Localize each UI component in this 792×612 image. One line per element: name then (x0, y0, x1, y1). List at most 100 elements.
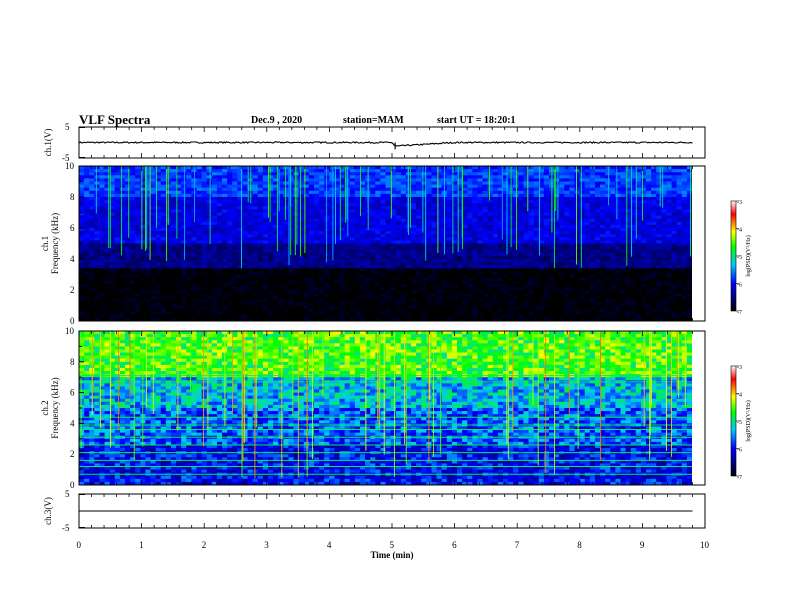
ch1-spectrogram-cell (283, 280, 289, 285)
ch1-spectrogram-cell (472, 221, 478, 226)
ch1-spectrogram-cell (564, 178, 570, 182)
ch1-spectrogram-cell (482, 187, 489, 192)
ch1-spectrogram-cell (130, 175, 136, 179)
ch1-spectrogram-cell (620, 221, 626, 226)
ch1-spectrogram-cell (579, 255, 586, 260)
ch1-spectrogram-cell (268, 200, 274, 204)
ch1-spectrogram-cell (211, 283, 218, 288)
ch1-spectrogram-cell (426, 259, 432, 263)
ch1-spectrogram-cell (487, 240, 494, 244)
ch1-spectrogram-cell (84, 271, 90, 275)
ch1-spectrogram-cell (319, 268, 325, 272)
ch1-spectrogram-cell (145, 280, 151, 285)
ch1-spectrogram-cell (502, 228, 509, 232)
ch1-spectrogram-cell (232, 262, 238, 266)
ch1-spectrogram-cell (370, 274, 376, 278)
ch1-spectrogram-cell (257, 193, 264, 198)
ch1-spectrogram-cell (375, 221, 381, 226)
ch1-spectrogram-cell (237, 190, 243, 195)
ch1-spectrogram-cell (293, 203, 300, 207)
ch1-spectrogram-cell (354, 215, 361, 220)
ch1-spectrogram-cell (671, 172, 678, 176)
ch1-spectrogram-cell (104, 252, 111, 257)
ch1-spectrogram-cell (686, 209, 693, 213)
ch1-spectrogram-cell (237, 240, 243, 244)
ch1-spectrogram-cell (502, 283, 509, 288)
ch1-spectrogram-cell (666, 184, 672, 189)
ch1-spectrogram-cell (538, 178, 545, 182)
ch1-spectrogram-cell (94, 218, 100, 223)
ch1-spectrogram-cell (150, 255, 157, 260)
ch1-spectrogram-cell (135, 240, 141, 244)
ch1-spectrogram-cell (257, 203, 264, 207)
ch1-spectrogram-cell (421, 274, 427, 278)
ch1-spectrogram-cell (446, 286, 453, 291)
ch1-spectrogram-cell (252, 172, 259, 176)
ch1-spectrogram-cell (574, 224, 581, 229)
ch1-spectrogram-cell (186, 259, 192, 263)
ch1-spectrogram-cell (421, 193, 427, 198)
ch1-spectrogram-cell (554, 234, 560, 238)
ch1-spectrogram-cell (94, 178, 100, 182)
ch1-spectrogram-cell (329, 243, 335, 247)
ch1-spectrogram-cell (411, 166, 417, 170)
ch1-spectrogram-cell (257, 283, 264, 288)
ch1-spectrogram-cell (191, 249, 197, 254)
ch1-spectrogram-cell (405, 280, 412, 285)
ch1-spectrogram-cell (242, 255, 248, 260)
ch1-spectrogram-cell (268, 283, 274, 288)
ch1-spectrogram-cell (278, 228, 284, 232)
ch1-spectrogram-cell (308, 203, 315, 207)
ch1-spectrogram-cell (273, 255, 279, 260)
ch1-spectrogram-cell (206, 209, 213, 213)
ch1-spectrogram-cell (303, 283, 310, 288)
ch1-spectrogram-cell (114, 280, 121, 285)
ch1-spectrogram-cell (446, 277, 453, 282)
ch1-spectrogram-cell (227, 240, 233, 244)
ch1-spectrogram-cell (533, 262, 540, 266)
ch1-spectrogram-cell (482, 255, 489, 260)
ch1-spectrogram-cell (528, 277, 535, 282)
ch1-spectrogram-cell (513, 259, 519, 263)
ch1-spectrogram-cell (283, 240, 289, 244)
ch1-spectrogram-cell (615, 193, 621, 198)
ch1-spectrogram-cell (130, 290, 136, 294)
ch1-spectrogram-cell (109, 249, 116, 254)
ch1-spectrogram-cell (114, 290, 121, 294)
ch1-spectrogram-cell (533, 237, 540, 241)
ch1-spectrogram-cell (589, 240, 596, 244)
ch1-spectrogram-cell (354, 274, 361, 278)
ch1-spectrogram-cell (671, 166, 678, 170)
ch1-spectrogram-cell (359, 237, 366, 241)
ch1-spectrogram-cell (538, 237, 545, 241)
ch1-spectrogram-cell (579, 178, 586, 182)
ch1-spectrogram-cell (308, 209, 315, 213)
ch1-spectrogram-cell (400, 169, 407, 173)
ch1-spectrogram-cell (237, 246, 243, 251)
ch1-spectrogram-cell (446, 283, 453, 288)
ch1-spectrogram-cell (589, 187, 596, 192)
ch1-spectrogram-cell (268, 172, 274, 176)
ch1-spectrogram-cell (462, 193, 468, 198)
ch1-spectrogram-cell (610, 262, 616, 266)
ch1-spectrogram-cell (191, 283, 197, 288)
ch1-spectrogram-cell (528, 237, 535, 241)
ch1-spectrogram-cell (109, 181, 116, 185)
ch1-spectrogram-cell (533, 215, 540, 220)
ch1-spectrogram-cell (676, 277, 683, 282)
ch1-spectrogram-cell (288, 240, 294, 244)
ch1-spectrogram-cell (99, 203, 105, 207)
ch1-spectrogram-cell (487, 175, 494, 179)
ch1-spectrogram-cell (278, 283, 284, 288)
ch1-spectrogram-cell (426, 172, 432, 176)
ch1-spectrogram-cell (671, 187, 678, 192)
ch1-spectrogram-cell (477, 265, 483, 269)
ch1-spectrogram-cell (574, 268, 581, 272)
ch1-spectrogram-cell (625, 212, 632, 216)
ch1-spectrogram-cell (165, 231, 172, 235)
ch1-spectrogram-cell (109, 268, 116, 272)
ch1-spectrogram-cell (502, 221, 509, 226)
ch1-spectrogram-cell (451, 190, 458, 195)
ch1-spectrogram-cell (502, 206, 509, 210)
ch1-spectrogram-cell (477, 184, 483, 189)
